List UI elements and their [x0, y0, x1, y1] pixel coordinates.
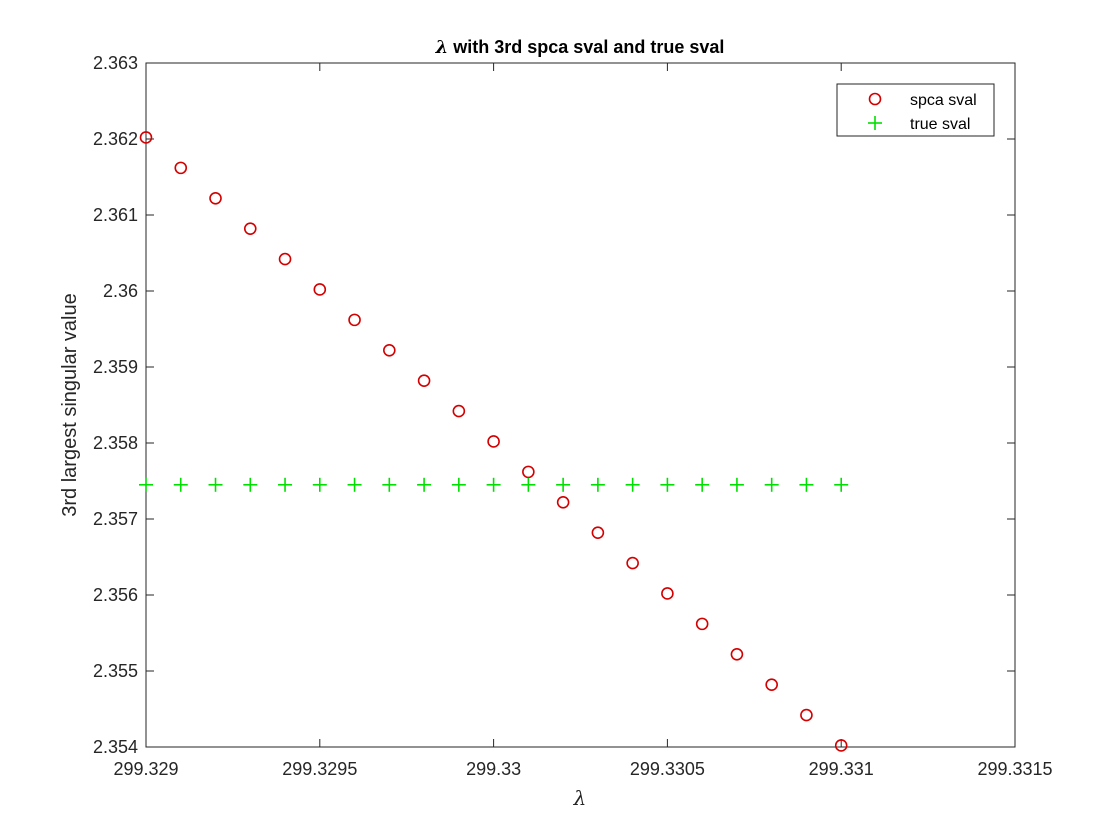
legend-markers [868, 92, 882, 130]
x-tick-label: 299.3315 [977, 759, 1052, 779]
y-tick-label: 2.359 [93, 357, 138, 377]
point-spca-sval [417, 374, 431, 387]
y-tick-label: 2.36 [103, 281, 138, 301]
point-true-sval [451, 477, 466, 492]
legend-label-true-sval: true sval [910, 116, 970, 133]
y-tick-label: 2.358 [93, 433, 138, 453]
point-spca-sval [243, 222, 257, 235]
legend-box [836, 83, 995, 137]
point-spca-sval [348, 313, 361, 327]
point-spca-sval [730, 647, 744, 661]
point-spca-sval [591, 526, 605, 539]
point-spca-sval [834, 739, 848, 752]
plot-area [145, 62, 1016, 748]
point-true-sval [695, 477, 710, 492]
point-true-sval [521, 477, 536, 492]
legend-marker-spca-sval [868, 92, 882, 106]
x-tick-label: 299.331 [809, 759, 874, 779]
point-spca-sval [800, 708, 813, 722]
point-true-sval [764, 477, 779, 492]
legend-marker-true-sval [868, 116, 882, 130]
y-tick-label: 2.356 [93, 585, 138, 605]
point-true-sval [660, 477, 675, 492]
y-tick-label: 2.363 [93, 53, 138, 73]
point-spca-sval [556, 495, 570, 509]
point-true-sval [625, 477, 640, 492]
point-true-sval [278, 477, 293, 492]
point-true-sval [799, 477, 814, 492]
legend: spca sval true sval [836, 83, 995, 137]
point-true-sval [173, 477, 188, 492]
point-true-sval [556, 477, 571, 492]
point-spca-sval [174, 161, 188, 175]
chart-title-text: with 3rd spca sval and true sval [448, 37, 724, 57]
point-true-sval [382, 477, 397, 492]
point-true-sval [208, 477, 223, 492]
x-tick-label: 299.3305 [630, 759, 705, 779]
point-true-sval [590, 477, 605, 492]
point-spca-sval [695, 617, 709, 631]
x-tick-label: 299.329 [113, 759, 178, 779]
legend-label-spca-sval: spca sval [910, 92, 977, 109]
point-spca-sval [626, 556, 639, 570]
y-tick-label: 2.357 [93, 509, 138, 529]
y-axis: 2.354 2.355 2.356 2.357 2.358 2.359 2.36 2.361 2… [93, 53, 1015, 757]
series-true-sval [139, 477, 849, 492]
x-axis-label: λ [573, 786, 587, 810]
chart-title: λ with 3rd spca sval and true sval [435, 37, 725, 58]
x-tick-label: 299.3295 [282, 759, 357, 779]
point-spca-sval [487, 435, 500, 448]
point-true-sval [417, 477, 432, 492]
point-spca-sval [313, 283, 327, 296]
y-tick-label: 2.354 [93, 737, 138, 757]
point-spca-sval [139, 131, 153, 144]
y-tick-label: 2.362 [93, 129, 138, 149]
y-axis-label: 3rd largest singular value [59, 293, 81, 516]
x-axis: 299.329 299.3295 299.33 299.3305 299.331 299.… [113, 63, 1053, 779]
point-spca-sval [383, 343, 396, 357]
point-true-sval [312, 477, 327, 492]
y-tick-label: 2.361 [93, 205, 138, 225]
point-spca-sval [209, 191, 222, 205]
point-true-sval [243, 477, 258, 492]
point-true-sval [347, 477, 362, 492]
point-spca-sval [452, 404, 466, 418]
point-true-sval [486, 477, 501, 492]
series-layer [139, 131, 849, 752]
point-spca-sval [661, 587, 674, 600]
y-tick-label: 2.355 [93, 661, 138, 681]
point-spca-sval [278, 252, 292, 266]
series-spca-sval [139, 131, 848, 752]
point-spca-sval [522, 465, 535, 479]
point-true-sval [139, 477, 153, 492]
point-spca-sval [765, 678, 778, 691]
x-tick-label: 299.33 [466, 759, 521, 779]
point-true-sval [729, 477, 744, 492]
chart-title-symbol: λ [435, 37, 449, 58]
point-true-sval [834, 477, 849, 492]
